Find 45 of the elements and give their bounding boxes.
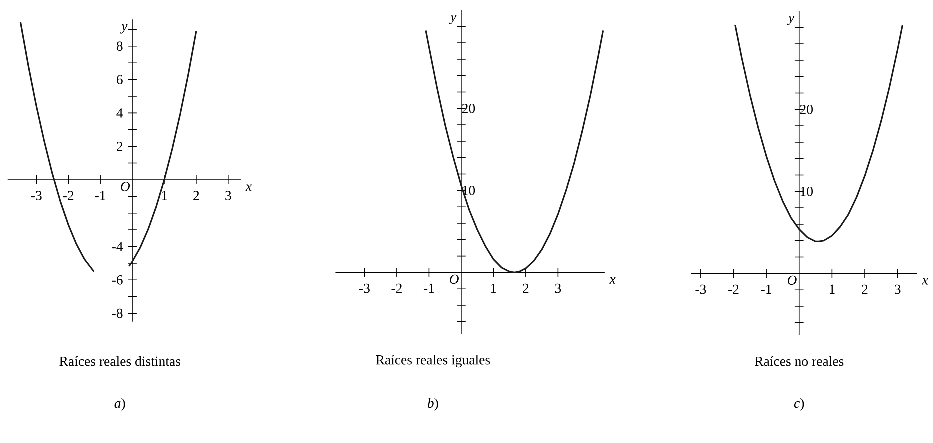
x-tick-label: -3 — [359, 284, 370, 294]
y-tick-label: -6 — [112, 276, 123, 285]
x-tick-label: 3 — [555, 284, 562, 294]
x-tick-label: -1 — [761, 284, 772, 294]
y-tick-label: 6 — [116, 75, 123, 84]
line-series — [425, 30, 604, 274]
x-tick-label: -1 — [424, 284, 434, 293]
x-tick-label: -3 — [696, 284, 706, 294]
y-axis-title: y — [449, 15, 457, 24]
text: b) — [428, 398, 438, 411]
x-tick-label: 2 — [523, 284, 529, 294]
y-tick-label: 20 — [462, 104, 476, 114]
x-tick-label: -2 — [63, 191, 74, 200]
text: Raíces reales distintas — [60, 356, 180, 366]
annotation: O — [121, 182, 130, 192]
text: c) — [794, 398, 804, 411]
x-tick-label: 2 — [194, 191, 200, 200]
x-tick-label: -1 — [95, 191, 106, 200]
y-tick-label: -8 — [112, 308, 123, 318]
text: a) — [114, 398, 126, 411]
x-tick-label: 3 — [895, 284, 901, 294]
x-axis-title: x — [922, 278, 928, 285]
x-axis-title: x — [246, 184, 252, 192]
x-tick-label: 1 — [491, 284, 496, 293]
y-axis-title: y — [787, 16, 795, 26]
y-tick-label: 2 — [117, 142, 123, 152]
text: Raíces no reales — [755, 356, 844, 366]
x-tick-label: 1 — [830, 284, 835, 294]
x-tick-label: 1 — [162, 191, 168, 200]
x-tick-label: 2 — [862, 284, 868, 294]
text: Raíces reales iguales — [376, 355, 490, 368]
annotation: O — [450, 274, 459, 284]
y-tick-label: -4 — [112, 242, 124, 252]
y-tick-label: 20 — [800, 104, 813, 114]
x-tick-label: -2 — [728, 284, 739, 294]
y-tick-label: 8 — [116, 42, 123, 52]
x-axis-title: x — [610, 277, 616, 284]
annotation: O — [788, 276, 797, 286]
x-tick-label: 3 — [226, 191, 232, 200]
x-tick-label: -2 — [392, 284, 402, 294]
y-tick-label: 10 — [800, 187, 813, 196]
y-axis-title: y — [120, 24, 128, 34]
line-series — [734, 24, 904, 242]
x-tick-label: -3 — [31, 191, 42, 200]
y-tick-label: 4 — [116, 108, 124, 118]
